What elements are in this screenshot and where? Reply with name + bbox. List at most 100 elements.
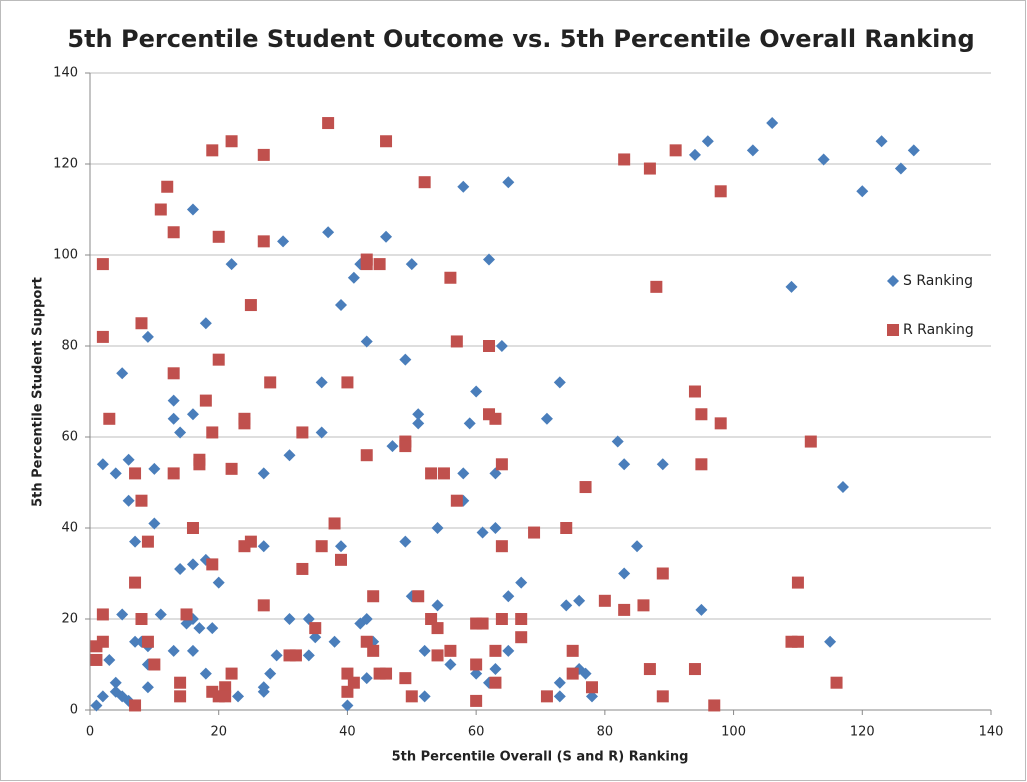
point bbox=[540, 690, 553, 703]
point bbox=[360, 635, 373, 648]
point bbox=[328, 635, 341, 648]
y-tick-label: 40 bbox=[61, 521, 78, 536]
point bbox=[380, 135, 393, 148]
point bbox=[257, 599, 270, 612]
point bbox=[476, 617, 489, 630]
point bbox=[244, 535, 257, 548]
point bbox=[315, 540, 328, 553]
point bbox=[405, 690, 418, 703]
point bbox=[257, 685, 270, 698]
point bbox=[515, 631, 528, 644]
point bbox=[135, 613, 148, 625]
y-tick-label: 20 bbox=[61, 612, 78, 627]
point bbox=[515, 613, 528, 625]
point bbox=[96, 690, 109, 703]
point bbox=[450, 494, 463, 507]
point bbox=[341, 699, 354, 712]
point bbox=[302, 649, 315, 662]
point bbox=[257, 467, 270, 480]
point bbox=[695, 408, 708, 421]
point bbox=[553, 376, 566, 389]
point bbox=[360, 672, 373, 685]
point bbox=[824, 635, 837, 648]
point bbox=[856, 185, 869, 198]
y-tick-label: 140 bbox=[53, 66, 78, 81]
point bbox=[566, 667, 579, 680]
point bbox=[688, 148, 701, 161]
point bbox=[141, 681, 154, 694]
point bbox=[341, 667, 354, 680]
point bbox=[90, 699, 103, 712]
point bbox=[425, 467, 438, 480]
point bbox=[444, 658, 457, 671]
point bbox=[515, 576, 528, 589]
point bbox=[560, 522, 573, 534]
point bbox=[186, 558, 199, 571]
point bbox=[431, 599, 444, 612]
point bbox=[431, 622, 444, 635]
point bbox=[116, 367, 129, 380]
point bbox=[186, 644, 199, 657]
point bbox=[637, 599, 650, 612]
point bbox=[553, 690, 566, 703]
point bbox=[656, 458, 669, 471]
point bbox=[412, 408, 425, 421]
point bbox=[347, 676, 360, 689]
point bbox=[212, 230, 225, 243]
point bbox=[96, 635, 109, 648]
point bbox=[360, 613, 373, 625]
point bbox=[875, 135, 888, 148]
point bbox=[643, 663, 656, 676]
point bbox=[219, 681, 232, 694]
point bbox=[566, 644, 579, 657]
point bbox=[199, 317, 212, 330]
point bbox=[489, 522, 502, 534]
point bbox=[399, 440, 412, 453]
legend-label: S Ranking bbox=[903, 273, 973, 289]
point bbox=[122, 453, 135, 466]
point bbox=[257, 235, 270, 248]
point bbox=[238, 417, 251, 430]
point bbox=[341, 376, 354, 389]
point bbox=[96, 458, 109, 471]
point bbox=[470, 385, 483, 398]
point bbox=[212, 353, 225, 366]
point bbox=[618, 153, 631, 166]
point bbox=[470, 694, 483, 707]
point bbox=[232, 690, 245, 703]
x-axis-label: 5th Percentile Overall (S and R) Ranking bbox=[392, 750, 689, 765]
point bbox=[129, 635, 142, 648]
point bbox=[206, 558, 219, 571]
point bbox=[457, 467, 470, 480]
point bbox=[315, 426, 328, 439]
point bbox=[264, 376, 277, 389]
point bbox=[618, 567, 631, 580]
point bbox=[470, 667, 483, 680]
point bbox=[367, 590, 380, 603]
point bbox=[167, 394, 180, 407]
x-tick-label: 40 bbox=[339, 725, 356, 740]
point bbox=[585, 681, 598, 694]
point bbox=[109, 676, 122, 689]
x-tick-label: 80 bbox=[597, 725, 614, 740]
point bbox=[154, 608, 167, 621]
point bbox=[322, 117, 335, 130]
point bbox=[167, 367, 180, 380]
y-tick-label: 120 bbox=[53, 157, 78, 172]
point bbox=[457, 180, 470, 193]
point bbox=[836, 481, 849, 494]
point bbox=[174, 562, 187, 575]
point bbox=[495, 340, 508, 352]
point bbox=[193, 458, 206, 471]
point bbox=[804, 435, 817, 448]
point bbox=[96, 258, 109, 271]
point bbox=[412, 590, 425, 603]
point bbox=[302, 613, 315, 625]
point bbox=[122, 494, 135, 507]
point bbox=[257, 148, 270, 161]
point bbox=[476, 526, 489, 539]
y-tick-label: 0 bbox=[70, 703, 78, 718]
point bbox=[129, 535, 142, 548]
point bbox=[264, 667, 277, 680]
point bbox=[186, 408, 199, 421]
